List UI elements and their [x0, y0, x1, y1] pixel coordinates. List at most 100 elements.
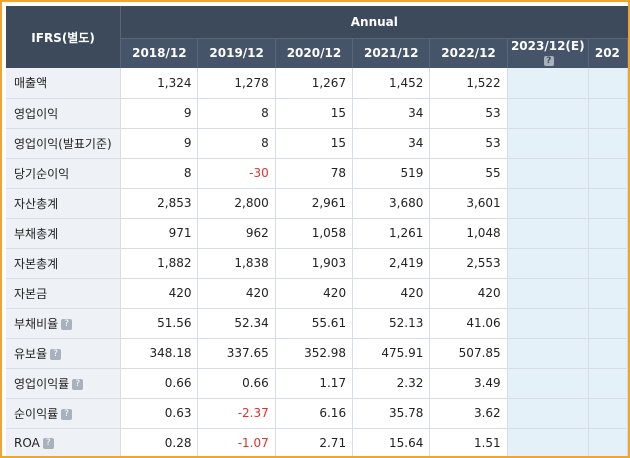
value-cell: 962: [197, 218, 276, 249]
year-header: 2021/12: [352, 38, 431, 68]
value-cell: 2.32: [352, 368, 431, 399]
estimate-cell: [588, 128, 628, 159]
estimate-cell: [507, 128, 589, 159]
estimate-cell: [588, 338, 628, 369]
value-cell: 78: [275, 158, 354, 189]
value-cell: 1,838: [197, 248, 276, 279]
value-cell: 1,278: [197, 68, 276, 99]
value-cell: 55: [429, 158, 508, 189]
value-cell: 1,324: [120, 68, 199, 99]
annual-group-header[interactable]: Annual: [120, 6, 628, 39]
row-label-cell[interactable]: ROA?: [6, 428, 122, 456]
year-header-row: 2018/12 2019/12 2020/12 2021/12 2022/12 …: [6, 38, 628, 68]
row-label-cell: 부채총계: [6, 218, 122, 249]
value-cell: 34: [352, 128, 431, 159]
table-row: 자본총계 1,882 1,838 1,903 2,419 2,553: [6, 248, 628, 279]
year-header-estimate: 202: [588, 38, 628, 68]
table-row: 유보율? 348.18 337.65 352.98 475.91 507.85: [6, 338, 628, 369]
table-row: 자본금 420 420 420 420 420: [6, 278, 628, 309]
table-row: 영업이익(발표기준) 9 8 15 34 53: [6, 128, 628, 159]
value-cell: 420: [352, 278, 431, 309]
year-header: 2018/12: [120, 38, 199, 68]
value-cell: 53: [429, 128, 508, 159]
value-cell: 1.17: [275, 368, 354, 399]
year-label: 202: [594, 46, 620, 61]
table-row: 매출액 1,324 1,278 1,267 1,452 1,522: [6, 68, 628, 99]
value-cell: 55.61: [275, 308, 354, 339]
value-cell: 420: [429, 278, 508, 309]
table-row: 부채비율? 51.56 52.34 55.61 52.13 41.06: [6, 308, 628, 339]
estimate-cell: [588, 248, 628, 279]
row-label: 영업이익: [14, 106, 59, 121]
value-cell: 3,601: [429, 188, 508, 219]
estimate-cell: [588, 398, 628, 429]
year-header-estimate: 2023/12(E)?: [507, 38, 589, 68]
table-row: ROA? 0.28 -1.07 2.71 15.64 1.51: [6, 428, 628, 456]
row-label-cell[interactable]: 부채비율?: [6, 308, 122, 339]
value-cell: 15: [275, 128, 354, 159]
help-icon[interactable]: ?: [42, 438, 54, 449]
value-cell: 8: [197, 128, 276, 159]
estimate-cell: [588, 158, 628, 189]
value-cell: 3.62: [429, 398, 508, 429]
estimate-cell: [588, 278, 628, 309]
estimate-cell: [507, 68, 589, 99]
row-label: 자본금: [14, 286, 48, 301]
estimate-cell: [588, 218, 628, 249]
value-cell: 420: [275, 278, 354, 309]
row-label: 부채총계: [14, 226, 59, 241]
help-icon[interactable]: ?: [61, 318, 73, 330]
help-icon[interactable]: ?: [61, 408, 73, 420]
row-label-cell[interactable]: 순이익률?: [6, 398, 122, 429]
estimate-cell: [588, 188, 628, 219]
value-cell: -1.07: [197, 428, 276, 456]
row-label-cell[interactable]: 유보율?: [6, 338, 122, 369]
estimate-cell: [507, 368, 589, 399]
row-label-cell: 매출액: [6, 68, 122, 99]
year-label: 2019/12: [209, 46, 264, 61]
accounting-standard-label: IFRS(별도): [31, 30, 95, 45]
value-cell: 34: [352, 98, 431, 129]
year-header: 2019/12: [197, 38, 276, 68]
value-cell: 6.16: [275, 398, 354, 429]
value-cell: 337.65: [197, 338, 276, 369]
row-label: 자본총계: [14, 256, 59, 271]
value-cell: 1,452: [352, 68, 431, 99]
value-cell: 3.49: [429, 368, 508, 399]
estimate-cell: [507, 158, 589, 189]
value-cell: 348.18: [120, 338, 199, 369]
estimate-cell: [507, 218, 589, 249]
table-row: 자산총계 2,853 2,800 2,961 3,680 3,601: [6, 188, 628, 219]
value-cell: 420: [120, 278, 199, 309]
year-label: 2023/12(E): [510, 39, 585, 54]
value-cell: 2,961: [275, 188, 354, 219]
row-label-cell[interactable]: 영업이익률?: [6, 368, 122, 399]
table-body: 매출액 1,324 1,278 1,267 1,452 1,522 영업이익 9 8 15 34 53…: [6, 68, 628, 456]
row-label-cell: 자본총계: [6, 248, 122, 279]
value-cell: 420: [197, 278, 276, 309]
estimate-cell: [588, 308, 628, 339]
value-cell: 51.56: [120, 308, 199, 339]
estimate-cell: [507, 398, 589, 429]
row-label: 당기순이익: [14, 166, 70, 181]
table-corner-header: IFRS(별도): [6, 6, 122, 68]
value-cell: 41.06: [429, 308, 508, 339]
row-label: 매출액: [14, 76, 48, 91]
value-cell: 0.63: [120, 398, 199, 429]
row-label: 자산총계: [14, 196, 59, 211]
estimate-cell: [588, 428, 628, 456]
help-icon[interactable]: ?: [543, 55, 554, 66]
row-label-cell: 영업이익: [6, 98, 122, 129]
row-label-cell: 영업이익(발표기준): [6, 128, 122, 159]
row-label-cell: 자본금: [6, 278, 122, 309]
row-label-cell: 자산총계: [6, 188, 122, 219]
value-cell: 8: [197, 98, 276, 129]
help-icon[interactable]: ?: [72, 378, 84, 390]
value-cell: 35.78: [352, 398, 431, 429]
value-cell: 9: [120, 128, 199, 159]
value-cell: 507.85: [429, 338, 508, 369]
help-icon[interactable]: ?: [50, 348, 62, 360]
year-label: 2020/12: [286, 46, 342, 61]
table-row: 순이익률? 0.63 -2.37 6.16 35.78 3.62: [6, 398, 628, 429]
